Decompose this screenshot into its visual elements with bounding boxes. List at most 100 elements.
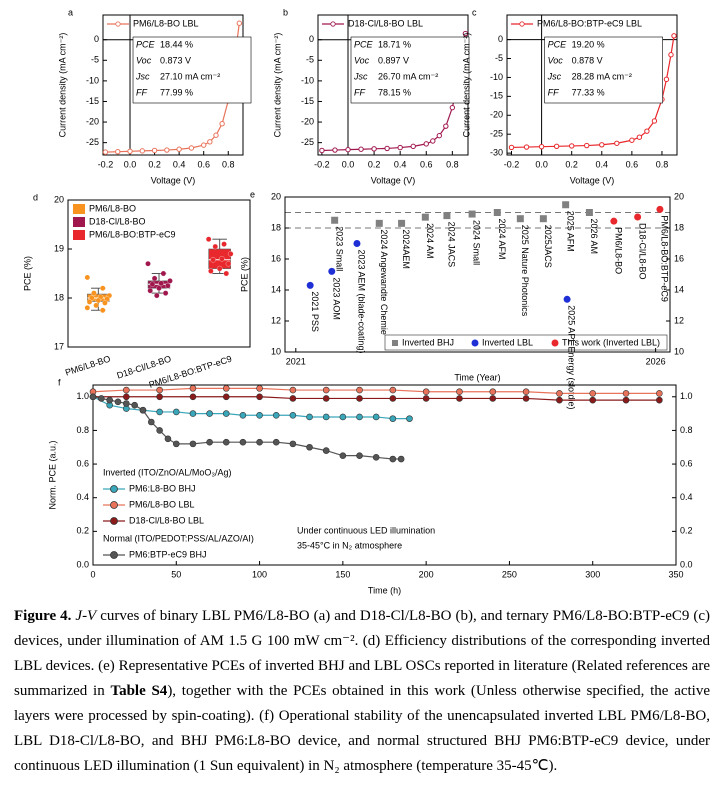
data-point: [397, 144, 403, 151]
data-point: [289, 411, 297, 419]
y-tick-label: 18: [54, 292, 64, 302]
legend-marker: [330, 21, 336, 27]
data-point: [671, 33, 677, 39]
data-point: [538, 143, 545, 150]
x-tick-label: 50: [171, 569, 181, 579]
data-point: [356, 452, 363, 459]
point-label: 2026 AM: [589, 219, 599, 255]
data-point: [523, 144, 530, 150]
data-point: [539, 215, 547, 223]
point-label: 2024 Small: [472, 220, 482, 265]
data-point: [201, 142, 207, 148]
data-point: [149, 281, 156, 288]
caption-text: curves of binary LBL PM6/L8-BO (a) and D…: [14, 608, 711, 699]
x-tick-label: 100: [252, 569, 267, 579]
x-axis-label: Time (Year): [454, 372, 500, 382]
y-tick-label: -15: [490, 91, 503, 101]
metric-name: FF: [136, 87, 147, 97]
x-tick-label: 0.8: [222, 159, 235, 169]
data-point: [123, 386, 130, 394]
data-point: [156, 393, 163, 401]
plot-frame: [284, 196, 671, 353]
y-tick-label: 12: [271, 315, 281, 325]
data-point: [206, 438, 213, 446]
data-point: [206, 410, 213, 417]
data-point: [123, 393, 130, 401]
point-label: 2024 JACS: [447, 222, 457, 268]
metric-name: PCE: [548, 39, 568, 49]
data-point: [443, 212, 451, 220]
y-tick-label: 0: [498, 34, 503, 44]
data-point: [508, 144, 515, 151]
metric-value: 27.10 mA cm⁻²: [160, 71, 220, 81]
data-point: [239, 411, 247, 419]
data-point: [372, 454, 380, 461]
data-point: [423, 141, 429, 147]
data-point: [421, 213, 429, 221]
annotation: Under continuous LED illumination: [297, 525, 435, 535]
data-point: [422, 388, 430, 396]
data-point: [189, 385, 197, 392]
metric-name: Jsc: [353, 71, 368, 81]
data-point: [553, 143, 560, 149]
data-point: [210, 257, 216, 263]
x-tick-label: 0.6: [197, 159, 210, 169]
data-point: [371, 146, 377, 152]
legend-marker: [551, 339, 559, 347]
metric-value: 26.70 mA cm⁻²: [378, 71, 438, 81]
legend-swatch: [73, 204, 85, 214]
legend-box: [384, 334, 668, 351]
data-point: [489, 388, 497, 396]
data-point: [322, 447, 330, 454]
x-tick-label: 200: [419, 569, 434, 579]
point-label: 2023 AEM (blade-coating): [357, 250, 367, 354]
x-tick-label: -0.2: [314, 159, 330, 169]
data-point: [345, 146, 351, 153]
data-point: [322, 386, 330, 394]
y-tick-label: -30: [490, 147, 503, 157]
data-point: [114, 398, 122, 406]
panel-letter: f: [58, 377, 61, 387]
y-tick-label: -25: [301, 137, 314, 147]
data-point: [172, 408, 180, 416]
data-point: [306, 413, 313, 421]
x-tick-label: 250: [502, 569, 517, 579]
data-point: [84, 305, 91, 311]
data-point: [156, 386, 163, 394]
data-point: [493, 209, 501, 216]
data-point: [156, 285, 162, 291]
legend-label: D18-Cl/L8-BO LBL: [348, 18, 423, 28]
data-point: [222, 410, 230, 417]
point-label: 2024 AM: [425, 223, 435, 259]
metrics-box: [350, 36, 470, 104]
data-point: [422, 395, 430, 402]
y-tick-label: 0.4: [76, 492, 89, 502]
data-point: [397, 455, 405, 463]
data-point: [339, 452, 347, 459]
series-line: [93, 396, 660, 401]
x-tick-label: 0.8: [446, 159, 459, 169]
point-label: 2023 Small: [334, 226, 344, 271]
data-point: [164, 147, 170, 153]
x-tick-label: 0.4: [394, 159, 407, 169]
data-point: [651, 118, 658, 124]
data-point: [99, 285, 106, 291]
data-point: [568, 143, 575, 149]
legend-marker: [110, 517, 118, 525]
data-point: [556, 396, 563, 404]
data-point: [139, 406, 147, 414]
data-point: [156, 427, 163, 434]
panel-letter: b: [283, 7, 288, 17]
data-point: [331, 216, 339, 224]
y2-tick-label: 20: [674, 191, 684, 201]
y-tick-label: 10: [271, 346, 281, 356]
data-point: [236, 20, 243, 26]
y2-tick-label: 1.0: [680, 391, 693, 401]
data-point: [219, 256, 225, 262]
x-tick-label: 0.4: [596, 159, 609, 169]
y2-tick-label: 0.0: [680, 559, 693, 569]
data-point: [145, 260, 151, 267]
data-point: [289, 386, 297, 394]
legend-label: D18-Cl/L8-BO: [89, 216, 146, 226]
